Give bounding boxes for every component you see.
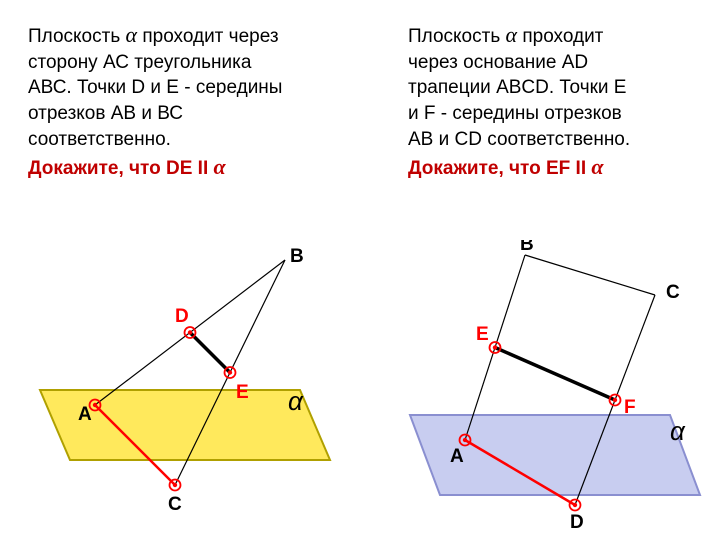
- svg-text:D: D: [175, 306, 189, 327]
- svg-text:А: А: [450, 446, 464, 467]
- svg-text:В: В: [520, 240, 534, 255]
- left-alpha1: α: [126, 22, 138, 47]
- r1a: Плоскость: [408, 26, 506, 47]
- right-prove: Докажите, что EF II α: [408, 158, 604, 179]
- svg-text:А: А: [78, 404, 92, 425]
- l5: соответственно.: [28, 129, 171, 150]
- l4: отрезков АВ и ВС: [28, 103, 183, 124]
- r3: трапеции ABCD. Точки E: [408, 77, 626, 98]
- svg-text:F: F: [624, 397, 636, 418]
- svg-text:α: α: [288, 386, 304, 416]
- svg-text:E: E: [236, 382, 249, 403]
- right-problem-text: Плоскость α проходит через основание AD …: [408, 20, 708, 182]
- right-diagram: α А В С D E F: [390, 240, 720, 530]
- l2: сторону АС треугольника: [28, 52, 251, 73]
- r2: через основание AD: [408, 52, 588, 73]
- svg-text:E: E: [476, 324, 489, 345]
- r1b: проходит: [517, 26, 603, 47]
- left-prove: Докажите, что DE II α: [28, 158, 226, 179]
- left-alpha2: α: [214, 154, 226, 179]
- right-alpha2: α: [591, 154, 603, 179]
- l1b: проходит через: [137, 26, 279, 47]
- svg-text:D: D: [570, 512, 584, 530]
- svg-text:В: В: [290, 246, 304, 267]
- left-problem-text: Плоскость α проходит через сторону АС тр…: [28, 20, 378, 182]
- right-alpha1: α: [506, 22, 518, 47]
- left-diagram: α А В С D E: [20, 240, 370, 520]
- svg-text:α: α: [670, 416, 686, 446]
- svg-text:С: С: [666, 282, 680, 303]
- r5: AB и CD соответственно.: [408, 129, 630, 150]
- svg-text:С: С: [168, 494, 182, 515]
- l1a: Плоскость: [28, 26, 126, 47]
- l3: АВС. Точки D и E - середины: [28, 77, 282, 98]
- r4: и F - середины отрезков: [408, 103, 622, 124]
